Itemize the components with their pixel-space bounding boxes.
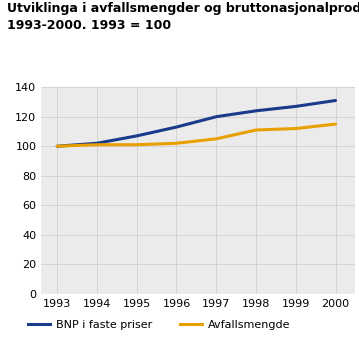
- Text: Utviklinga i avfallsmengder og bruttonasjonalprodukt.
1993-2000. 1993 = 100: Utviklinga i avfallsmengder og bruttonas…: [7, 2, 359, 32]
- Legend: BNP i faste priser, Avfallsmengde: BNP i faste priser, Avfallsmengde: [23, 315, 294, 334]
